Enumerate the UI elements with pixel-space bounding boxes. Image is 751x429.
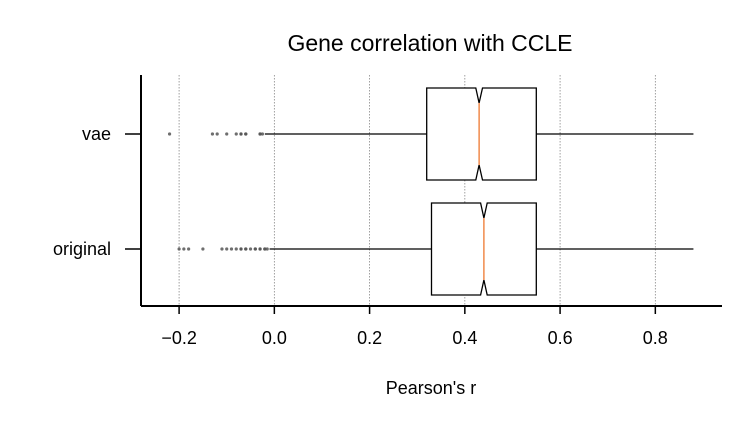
outlier-point <box>258 247 262 251</box>
x-tick-label: 0.4 <box>452 328 477 348</box>
box-body-vae <box>426 87 537 181</box>
y-tick-label: original <box>53 239 111 259</box>
outlier-point <box>177 247 181 251</box>
outlier-point <box>239 132 243 136</box>
x-axis-label: Pearson's r <box>386 378 476 398</box>
outlier-point <box>263 247 267 251</box>
outlier-point <box>215 132 219 136</box>
outlier-point <box>187 247 191 251</box>
x-tick-label: 0.0 <box>262 328 287 348</box>
outlier-point <box>225 247 229 251</box>
outlier-point <box>225 132 229 136</box>
outlier-point <box>248 247 253 251</box>
x-tick-label: −0.2 <box>161 328 197 348</box>
x-tick-label: 0.6 <box>548 328 573 348</box>
axes: −0.2 0.0 0.2 0.4 0.6 0.8 vae original <box>53 75 722 348</box>
outlier-point <box>210 132 215 136</box>
x-tick-label: 0.8 <box>643 328 668 348</box>
outlier-point <box>229 247 234 251</box>
grid-lines <box>178 75 656 306</box>
box-vae <box>167 87 694 181</box>
outlier-point <box>258 132 262 136</box>
outlier-point <box>234 247 238 251</box>
outlier-point <box>220 247 224 251</box>
outlier-point <box>234 132 238 136</box>
outlier-point <box>244 247 248 251</box>
y-tick-label: vae <box>82 124 111 144</box>
outlier-point <box>239 247 243 251</box>
x-tick-label: 0.2 <box>357 328 382 348</box>
outlier-point <box>253 247 257 251</box>
boxes <box>167 87 694 296</box>
outlier-point <box>260 132 265 136</box>
outlier-point <box>167 132 172 136</box>
outlier-point <box>244 132 248 136</box>
chart-title: Gene correlation with CCLE <box>287 30 572 56</box>
outlier-point <box>201 247 205 251</box>
outlier-point <box>182 247 186 251</box>
outlier-point <box>265 247 269 251</box>
box-original <box>177 202 694 296</box>
